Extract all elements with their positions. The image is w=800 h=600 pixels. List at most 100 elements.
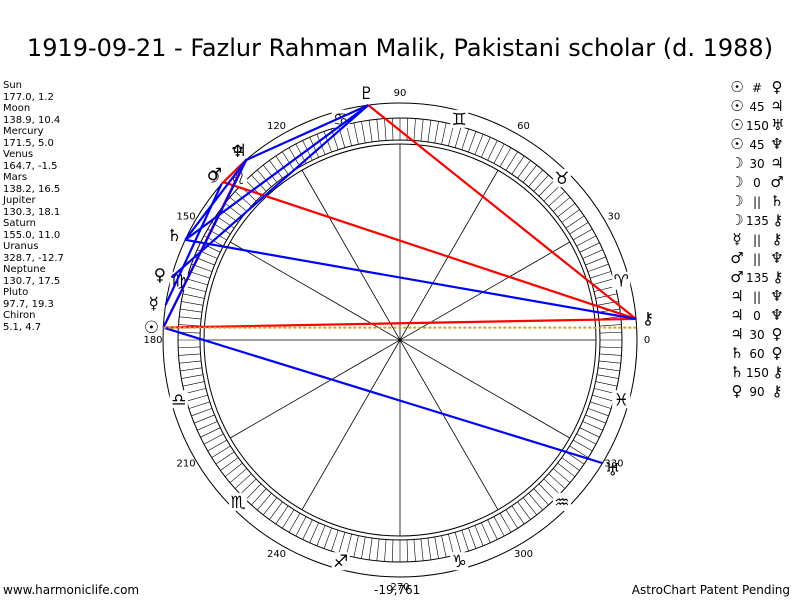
aspect-planet-b: ♀ [771, 344, 783, 362]
degree-tick [533, 174, 549, 192]
planet-position: 328.7, -12.7 [3, 252, 64, 264]
aspect-planet-a: ♄ [730, 344, 744, 362]
degree-tick [361, 121, 366, 144]
aspect-type: || [752, 195, 762, 209]
degree-tick [533, 488, 549, 506]
aspect-row: ♃ 0 ♆ [728, 306, 787, 325]
aspect-line [222, 180, 637, 320]
zodiac-sign-icon: ♉ [554, 169, 569, 189]
degree-tick [391, 118, 394, 141]
aspect-planet-a: ♃ [730, 325, 744, 343]
aspect-planet-a: ♂ [730, 249, 744, 267]
degree-tick [331, 530, 339, 552]
aspect-planet-b: ♅ [771, 116, 785, 134]
degree-tick [188, 271, 210, 279]
degree-label: 270 [390, 582, 409, 593]
degree-tick [598, 367, 620, 372]
degree-tick [180, 367, 202, 372]
planet-glyph-icon: ♂ [207, 165, 222, 185]
degree-tick [211, 445, 231, 458]
zodiac-sign: ♐ [331, 552, 350, 572]
aspect-type: 150 [746, 119, 769, 133]
wheel-ring [162, 102, 638, 578]
degree-tick [487, 519, 498, 540]
zodiac-sign: ♈ [612, 271, 631, 292]
aspect-planet-b: ♂ [770, 173, 784, 191]
aspect-type: 150 [746, 366, 769, 380]
planet-name: Mercury [3, 126, 44, 137]
planet-name: Mars [3, 172, 28, 183]
aspect-row: ☉ 45 ♃ [728, 97, 787, 116]
house-spoke [230, 241, 570, 439]
zodiac-sign-background [552, 169, 571, 188]
degree-tick [224, 203, 243, 218]
degree-tick [420, 119, 424, 142]
degree-tick [184, 388, 207, 394]
degree-tick [323, 527, 332, 549]
degree-tick [224, 462, 243, 477]
degree-tick [353, 535, 359, 558]
zodiac-sign-background [169, 390, 188, 409]
degree-tick [178, 346, 201, 349]
zodiac-sign-icon: ♓ [614, 390, 629, 410]
aspect-planet-a: ♀ [731, 382, 743, 400]
aspect-planet-a: ☽ [730, 173, 744, 191]
degree-tick [598, 360, 621, 364]
degree-tick [427, 538, 432, 560]
degree-tick [288, 513, 301, 533]
aspect-row: ♂ || ♆ [728, 249, 787, 268]
degree-tick [203, 433, 224, 445]
aspect-row: ♃ || ♆ [728, 287, 787, 306]
degree-tick [186, 394, 208, 402]
degree-tick [179, 360, 202, 364]
planet-name: Saturn [3, 218, 37, 229]
degree-tick [178, 353, 201, 356]
degree-tick [215, 451, 235, 465]
degree-tick [338, 532, 346, 554]
zodiac-sign-icon: ♒ [554, 493, 569, 513]
degree-tick [184, 286, 207, 292]
aspect-type: 30 [749, 157, 765, 171]
zodiac-sign: ♓ [612, 390, 631, 410]
degree-tick [599, 331, 622, 334]
degree-tick [528, 493, 543, 511]
degree-tick [368, 120, 373, 142]
degree-label: 90 [394, 88, 407, 99]
planet-position-list: Sun 177.0, 1.2 Moon 138.9, 10.4 Mercury 171.5… [3, 80, 64, 333]
degree-tick [569, 222, 589, 235]
aspect-type: 0 [753, 309, 761, 323]
degree-tick [200, 427, 221, 438]
aspect-row: ♃ 30 ♀ [728, 325, 787, 344]
aspect-line [245, 104, 369, 162]
aspect-planet-a: ♃ [730, 306, 744, 324]
degree-tick [573, 439, 593, 452]
degree-tick [263, 497, 278, 516]
planet-glyph-icon: ☽ [205, 167, 220, 187]
aspect-planet-a: ☉ [730, 78, 744, 96]
zodiac-sign-icon: ♏ [230, 493, 245, 513]
degree-tick [553, 197, 571, 212]
planet-glyph-icon: ♀ [154, 265, 166, 285]
degree-tick [461, 128, 469, 150]
degree-tick [269, 160, 283, 179]
degree-tick [522, 164, 537, 183]
aspect-planet-a: ♄ [730, 363, 744, 381]
degree-tick [590, 271, 612, 279]
degree-tick [420, 538, 424, 561]
degree-tick [474, 525, 484, 546]
degree-tick [599, 324, 622, 327]
aspect-type: || [752, 290, 762, 304]
degree-label: 120 [267, 121, 286, 132]
zodiac-sign: ♒ [552, 492, 571, 513]
degree-tick [346, 124, 352, 147]
degree-tick [282, 509, 295, 529]
degree-tick [543, 478, 560, 495]
aspect-row: ☉ 45 ♆ [728, 135, 787, 154]
planet-position: 155.0, 11.0 [3, 229, 61, 241]
zodiac-sign: ♉ [552, 169, 571, 189]
degree-tick [368, 538, 373, 560]
zodiac-sign: ♏ [229, 492, 248, 513]
zodiac-sign-background [612, 390, 631, 409]
aspect-lines [162, 104, 637, 465]
planet-glyph-icon: ♄ [167, 226, 182, 246]
